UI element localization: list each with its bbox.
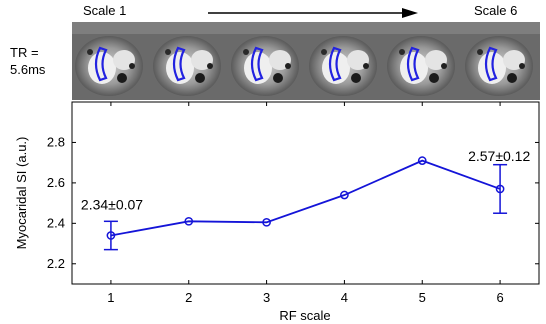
y-tick-label: 2.8 <box>47 134 65 149</box>
scale-progression-arrow <box>208 8 418 18</box>
mri-thumbnail <box>384 22 462 100</box>
data-point <box>106 231 116 240</box>
roi-contour <box>172 46 186 82</box>
y-tick-label: 2.2 <box>47 256 65 271</box>
data-point <box>262 217 271 227</box>
x-tick-label: 5 <box>419 290 426 305</box>
scale-start-label: Scale 1 <box>83 3 126 18</box>
plot-frame <box>71 101 540 285</box>
data-annotation: 2.34±0.07 <box>81 196 143 212</box>
mri-thumbnail <box>228 22 306 100</box>
roi-contour <box>94 46 108 82</box>
scale-end-label: Scale 6 <box>474 3 517 18</box>
mri-thumbnail <box>306 22 384 100</box>
x-tick-label: 2 <box>185 290 192 305</box>
x-tick-label: 6 <box>496 290 503 305</box>
roi-contour <box>484 46 498 82</box>
roi-contour <box>406 46 420 82</box>
roi-contour <box>328 46 342 82</box>
x-tick-label: 3 <box>263 290 270 305</box>
x-axis-label: RF scale <box>279 308 330 323</box>
error-bar <box>103 220 118 251</box>
y-axis-label: Myocaridal SI (a.u.) <box>14 137 29 250</box>
roi-contour <box>250 46 264 82</box>
mri-thumbnail-strip <box>72 22 540 100</box>
data-point <box>184 216 194 226</box>
chart-plot-area: 1 2 3 4 5 6 2.2 2.4 2.6 2.8 2.34±0.07 2.57±0.12 <box>47 101 540 305</box>
x-tick-label: 4 <box>341 290 348 305</box>
data-point <box>340 190 349 200</box>
y-tick-label: 2.4 <box>47 215 65 230</box>
y-tick-label: 2.6 <box>47 175 65 190</box>
x-tick-label: 1 <box>107 290 114 305</box>
series-line <box>110 159 501 237</box>
data-annotation: 2.57±0.12 <box>468 148 530 164</box>
mri-thumbnail <box>462 22 540 100</box>
error-bar <box>493 163 508 214</box>
mri-thumbnail <box>72 22 150 100</box>
tr-label-line2: 5.6ms <box>10 62 46 77</box>
data-point <box>417 156 427 165</box>
data-point <box>495 184 505 194</box>
tr-label-line1: TR = <box>10 45 39 60</box>
mri-thumbnail <box>150 22 228 100</box>
